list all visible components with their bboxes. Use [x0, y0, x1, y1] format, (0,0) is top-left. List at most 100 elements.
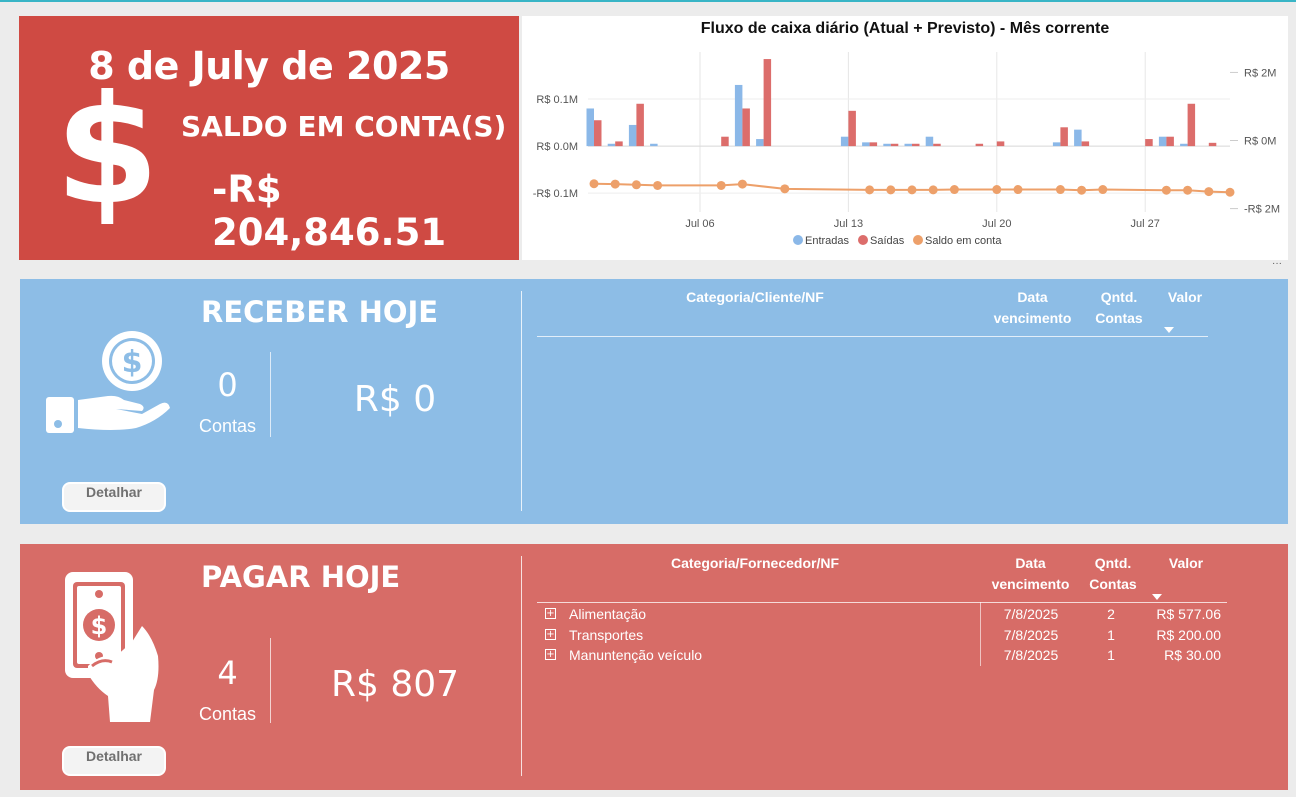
- pagar-col-categoria[interactable]: Categoria/Fornecedor/NF: [670, 555, 840, 571]
- point-saldo: [716, 180, 726, 190]
- bar-entradas: [925, 136, 934, 147]
- receber-col-data[interactable]: Data vencimento: [993, 289, 1072, 326]
- table-row[interactable]: + Alimentação 7/8/2025 2 R$ 577.06: [540, 605, 1230, 625]
- top-accent-line: [0, 0, 1296, 2]
- more-options-icon[interactable]: ···: [1272, 258, 1282, 269]
- pagar-title: PAGAR HOJE: [201, 560, 401, 594]
- x-tick-label: Jul 27: [1131, 218, 1160, 230]
- point-saldo: [928, 185, 938, 195]
- saldo-label: SALDO EM CONTA(S): [181, 110, 507, 143]
- receber-col-categoria[interactable]: Categoria/Cliente/NF: [686, 289, 824, 305]
- bar-saidas: [1060, 127, 1068, 147]
- bar-saidas: [1166, 136, 1174, 147]
- point-saldo: [865, 185, 875, 195]
- svg-text:$: $: [122, 345, 143, 380]
- point-saldo: [992, 185, 1002, 195]
- table-row[interactable]: + Transportes 7/8/2025 1 R$ 200.00: [540, 626, 1230, 646]
- bar-entradas: [1158, 136, 1167, 147]
- sort-desc-icon[interactable]: [1152, 594, 1162, 600]
- pagar-count: 4: [217, 654, 238, 692]
- row-date: 7/8/2025: [1003, 627, 1059, 643]
- expand-icon[interactable]: +: [545, 649, 556, 660]
- row-date: 7/8/2025: [1003, 606, 1059, 622]
- row-name: Transportes: [569, 627, 644, 643]
- row-value: R$ 30.00: [1164, 647, 1221, 663]
- bar-entradas: [1052, 142, 1061, 147]
- point-saldo: [1098, 185, 1108, 195]
- point-saldo: [1204, 187, 1214, 197]
- receber-separator: [270, 352, 271, 437]
- point-saldo: [780, 184, 790, 194]
- cashflow-chart[interactable]: Fluxo de caixa diário (Atual + Previsto)…: [522, 16, 1288, 260]
- receber-amount: R$ 0: [353, 379, 437, 420]
- legend-marker: [913, 235, 923, 245]
- pagar-col-valor[interactable]: Valor: [1168, 555, 1204, 571]
- bar-saidas: [890, 143, 899, 147]
- bar-entradas: [586, 108, 594, 147]
- receber-col-qntd[interactable]: Qntd. Contas: [1095, 289, 1143, 326]
- expand-icon[interactable]: +: [545, 629, 556, 640]
- row-qty: 2: [1107, 606, 1115, 622]
- point-saldo: [589, 179, 599, 189]
- point-saldo: [1161, 185, 1171, 195]
- saldo-value: -R$ 204,846.51: [212, 168, 447, 254]
- y-right-tick-label: -R$ 2M: [1244, 204, 1280, 216]
- point-saldo: [653, 180, 663, 190]
- bar-entradas: [607, 143, 616, 147]
- bar-entradas: [1074, 129, 1082, 147]
- bar-saidas: [912, 143, 920, 147]
- hand-cash-icon: $: [65, 572, 159, 722]
- point-saldo: [1077, 185, 1087, 195]
- receber-count: 0: [217, 366, 238, 404]
- legend-label: Saldo em conta: [925, 235, 1002, 247]
- pagar-col-data[interactable]: Data vencimento: [991, 555, 1070, 592]
- bar-entradas: [650, 143, 658, 147]
- bar-entradas: [734, 84, 743, 147]
- bar-saidas: [636, 103, 644, 147]
- pagar-separator: [270, 638, 271, 723]
- receber-panel: $ RECEBER HOJE 0 Contas R$ 0 Detalhar Ca…: [20, 279, 1288, 524]
- bar-saidas: [763, 59, 772, 147]
- bar-saidas: [996, 141, 1005, 147]
- y-left-tick-label: R$ 0.0M: [536, 141, 578, 153]
- point-saldo: [1225, 187, 1235, 197]
- bar-entradas: [840, 136, 849, 147]
- bar-entradas: [1180, 143, 1188, 147]
- point-saldo: [949, 185, 959, 195]
- x-tick-label: Jul 20: [982, 218, 1011, 230]
- bar-entradas: [904, 143, 912, 147]
- bar-saidas: [848, 110, 856, 147]
- sort-desc-icon[interactable]: [1164, 327, 1174, 333]
- table-row[interactable]: + Manuntenção veículo 7/8/2025 1 R$ 30.0…: [540, 646, 1230, 666]
- x-tick-label: Jul 13: [834, 218, 863, 230]
- x-tick-label: Jul 06: [685, 218, 714, 230]
- legend-marker: [793, 235, 803, 245]
- point-saldo: [886, 185, 896, 195]
- expand-icon[interactable]: +: [545, 608, 556, 619]
- row-qty: 1: [1107, 647, 1115, 663]
- pagar-detalhar-button[interactable]: Detalhar: [62, 746, 166, 776]
- row-name: Alimentação: [569, 606, 647, 622]
- pagar-col-qntd[interactable]: Qntd. Contas: [1089, 555, 1137, 592]
- point-saldo: [907, 185, 917, 195]
- point-saldo: [610, 179, 620, 189]
- receber-col-valor[interactable]: Valor: [1167, 289, 1203, 305]
- bar-saidas: [742, 108, 750, 147]
- receber-header-line: [537, 336, 1208, 337]
- y-left-tick-label: R$ 0.1M: [536, 94, 578, 106]
- pagar-header-line: [537, 602, 1227, 603]
- legend-marker: [858, 235, 868, 245]
- point-saldo: [1183, 185, 1193, 195]
- receber-divider: [521, 291, 522, 511]
- row-date: 7/8/2025: [1003, 647, 1059, 663]
- bar-saidas: [615, 141, 623, 147]
- chart-canvas[interactable]: Jul 06 Jul 13 Jul 20 Jul 27 R$ 0.1M R$ 0.0M -R…: [522, 16, 1288, 260]
- bar-saidas: [975, 143, 984, 147]
- bar-entradas: [862, 142, 870, 147]
- y-right-tick-label: R$ 0M: [1244, 136, 1276, 148]
- hand-coin-icon: $: [46, 331, 170, 433]
- receber-detalhar-button[interactable]: Detalhar: [62, 482, 166, 512]
- chart-title: Fluxo de caixa diário (Atual + Previsto)…: [700, 20, 1110, 37]
- point-saldo: [737, 179, 747, 189]
- pagar-column-divider: [980, 602, 981, 666]
